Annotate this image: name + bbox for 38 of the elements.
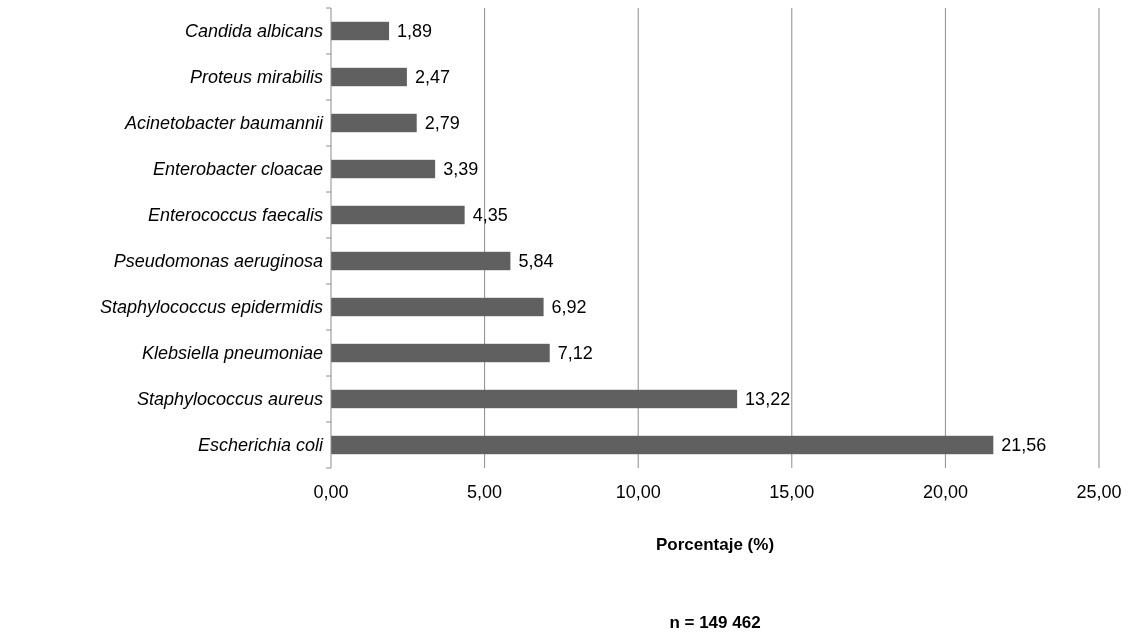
bar [331, 205, 465, 225]
data-label: 1,89 [397, 21, 433, 42]
y-tick-label: Proteus mirabilis [189, 67, 323, 88]
x-tick-label: 10,00 [615, 482, 661, 502]
bar [331, 389, 738, 409]
y-tick-label: Escherichia coli [197, 435, 324, 456]
x-axis-title: Porcentaje (%) [655, 535, 775, 554]
y-tick-label: Staphylococcus epidermidis [99, 297, 323, 318]
bar [331, 159, 436, 179]
x-tick-label: 0,00 [313, 482, 349, 502]
bar [331, 113, 417, 133]
bar [331, 297, 544, 317]
text: n = 149 462 [669, 613, 761, 632]
x-tick-label: 15,00 [769, 482, 815, 502]
x-tick-label: 5,00 [467, 482, 503, 502]
data-label: 21,56 [1001, 435, 1047, 456]
bar [331, 21, 390, 41]
data-label: 2,79 [424, 113, 460, 134]
x-tick-label: 20,00 [922, 482, 968, 502]
data-label: 5,84 [518, 251, 554, 272]
bar [331, 251, 511, 271]
bar [331, 67, 407, 87]
bar [331, 435, 994, 455]
y-tick-label: Candida albicans [184, 21, 323, 42]
y-tick-label: Enterobacter cloacae [152, 159, 323, 180]
data-label: 2,47 [414, 67, 450, 88]
data-label: 4,35 [472, 205, 508, 226]
x-tick-label: 25,00 [1076, 482, 1122, 502]
bar [331, 343, 550, 363]
data-label: 7,12 [557, 343, 593, 364]
data-label: 13,22 [745, 389, 791, 410]
data-label: 3,39 [443, 159, 479, 180]
y-tick-label: Acinetobacter baumannii [123, 113, 324, 134]
y-tick-label: Staphylococcus aureus [136, 389, 323, 410]
y-tick-label: Klebsiella pneumoniae [141, 343, 323, 364]
y-tick-label: Pseudomonas aeruginosa [113, 251, 323, 272]
data-label: 6,92 [551, 297, 587, 318]
y-tick-label: Enterococcus faecalis [147, 205, 323, 226]
